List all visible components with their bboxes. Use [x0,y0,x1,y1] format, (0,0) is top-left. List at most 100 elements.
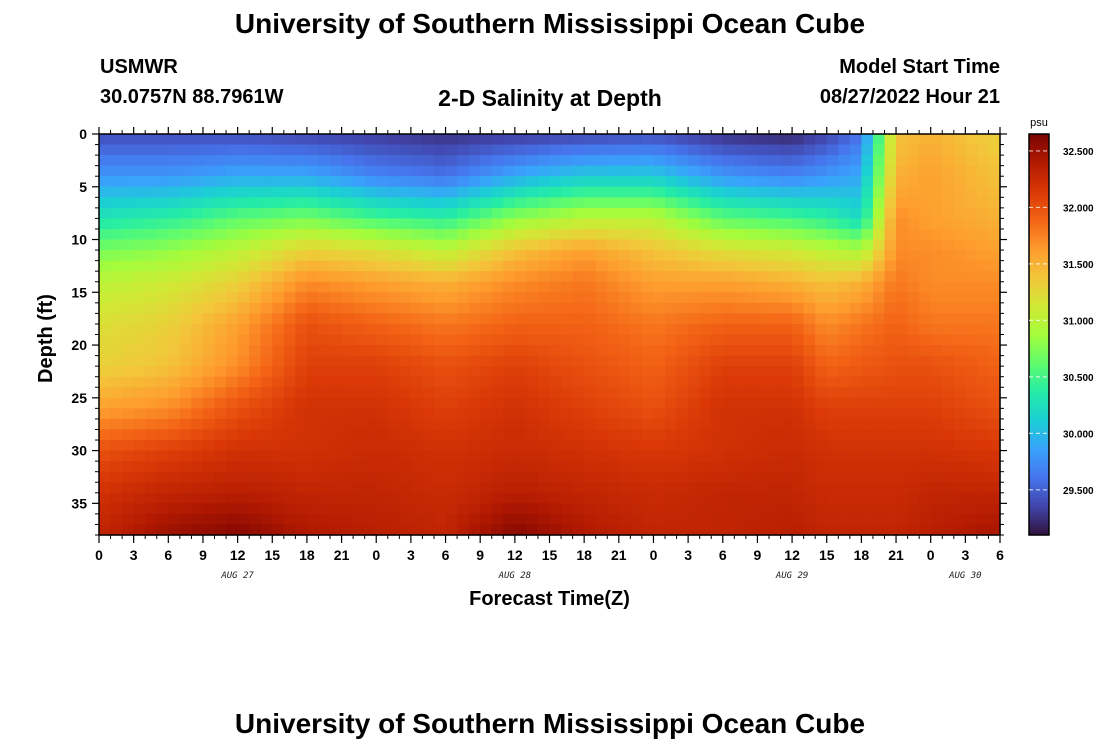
heatmap-cell [641,471,655,483]
heatmap-cell [445,313,458,325]
heatmap-cell [745,165,759,177]
heatmap-cell [734,482,747,494]
heatmap-cell [364,429,377,441]
heatmap-cell [491,408,504,420]
heatmap-cell [445,176,458,188]
heatmap-cell [722,186,735,198]
heatmap-cell [202,186,216,198]
heatmap-cell [618,250,631,262]
heatmap-cell [226,524,239,536]
heatmap-cell [364,186,377,198]
heatmap-cell [630,334,643,346]
heatmap-cell [179,408,193,420]
heatmap-cell [260,492,273,504]
heatmap-cell [133,492,146,504]
heatmap-cell [318,228,331,241]
heatmap-cell [826,461,839,473]
heatmap-cell [745,387,759,399]
heatmap-cell [283,197,296,209]
heatmap-cell [549,165,562,177]
heatmap-cell [861,397,874,409]
heatmap-cell [665,155,678,167]
heatmap-cell [283,513,296,526]
heatmap-cell [584,345,597,357]
heatmap-cell [341,397,354,409]
heatmap-cell [549,186,562,198]
heatmap-cell [168,218,181,230]
heatmap-cell [110,176,123,188]
heatmap-cell [133,323,146,336]
heatmap-cell [884,450,897,462]
heatmap-cell [133,302,146,314]
heatmap-cell [353,313,366,325]
heatmap-cell [272,186,285,198]
heatmap-cell [549,418,562,431]
heatmap-cell [688,471,701,483]
heatmap-cell [896,165,909,177]
heatmap-cell [618,461,631,473]
heatmap-cell [976,492,990,504]
heatmap-cell [618,207,631,220]
heatmap-cell [110,228,123,241]
heatmap-cell [214,513,227,526]
heatmap-cell [953,250,966,262]
heatmap-cell [618,482,631,494]
heatmap-cell [584,197,597,209]
heatmap-cell [861,144,874,156]
heatmap-cell [526,418,539,431]
heatmap-cell [607,176,620,188]
heatmap-cell [480,418,493,431]
heatmap-cell [711,197,724,209]
heatmap-cell [688,450,701,462]
heatmap-cell [699,345,712,357]
heatmap-cell [768,397,782,409]
heatmap-cell [503,250,516,262]
heatmap-cell [907,408,920,420]
heatmap-cell [630,313,643,325]
heatmap-cell [283,271,296,283]
heatmap-cell [387,302,400,314]
heatmap-cell [572,345,585,357]
heatmap-cell [295,186,308,198]
heatmap-cell [168,228,181,241]
heatmap-cell [330,134,343,146]
heatmap-cell [907,197,920,209]
heatmap-cell [618,429,631,441]
heatmap-cell [641,292,655,304]
heatmap-cell [260,302,273,314]
heatmap-cell [133,513,146,526]
heatmap-cell [445,134,458,146]
heatmap-cell [595,461,608,473]
heatmap-cell [537,503,551,515]
heatmap-cell [884,387,897,399]
heatmap-cell [861,471,874,483]
heatmap-cell [665,429,678,441]
heatmap-cell [295,228,308,241]
heatmap-cell [526,228,539,241]
heatmap-cell [272,376,285,388]
heatmap-cell [191,260,204,272]
heatmap-cell [306,134,320,146]
heatmap-cell [919,281,932,293]
heatmap-cell [653,313,666,325]
heatmap-cell [780,218,793,230]
heatmap-cell [896,503,909,515]
heatmap-cell [202,165,216,177]
heatmap-cell [792,492,805,504]
heatmap-cell [237,313,250,325]
heatmap-cell [387,207,400,220]
heatmap-cell [745,471,759,483]
heatmap-cell [780,524,793,536]
heatmap-cell [364,334,377,346]
heatmap-cell [792,482,805,494]
heatmap-cell [780,471,793,483]
heatmap-cell [283,418,296,431]
heatmap-cell [410,197,424,209]
heatmap-cell [306,334,320,346]
heatmap-cell [896,482,909,494]
heatmap-cell [595,345,608,357]
heatmap-cell [306,144,320,156]
heatmap-cell [919,176,932,188]
heatmap-cell [549,323,562,336]
heatmap-cell [734,197,747,209]
